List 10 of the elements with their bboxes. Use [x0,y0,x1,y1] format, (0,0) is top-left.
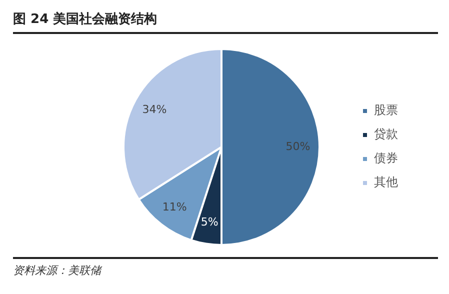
data-label: 5% [200,215,218,228]
legend-label: 股票 [374,103,398,118]
legend-label: 贷款 [374,127,398,142]
data-label: 50% [286,140,310,153]
legend-label: 其他 [374,175,398,190]
data-label: 11% [162,200,187,214]
chart-title: 图 24 美国社会融资结构 [13,10,438,34]
data-label: 34% [142,103,167,116]
text: 资料来源：美联储 [13,257,438,278]
legend-label: 债券 [374,151,398,166]
